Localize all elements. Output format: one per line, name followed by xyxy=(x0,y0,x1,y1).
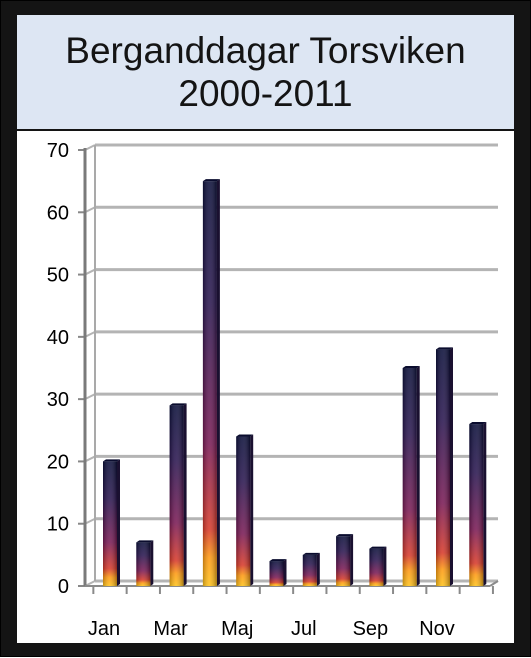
bar xyxy=(336,534,354,586)
gridline-depth xyxy=(84,144,96,151)
bar-top xyxy=(269,559,287,562)
bar xyxy=(302,552,320,586)
x-tick-label: Mar xyxy=(153,618,188,640)
bar-shade xyxy=(169,405,184,586)
bar-side xyxy=(483,422,487,586)
bar-side xyxy=(150,540,154,586)
x-tick-label: Maj xyxy=(221,618,253,640)
bar-shade xyxy=(136,542,151,586)
plot-area xyxy=(17,131,514,643)
bar-side xyxy=(416,366,420,586)
y-tick-label: 20 xyxy=(47,451,69,473)
bar xyxy=(202,179,220,586)
gridline-depth xyxy=(84,455,96,463)
gridline-depth xyxy=(84,206,96,214)
y-tick-label: 50 xyxy=(47,265,69,287)
bar xyxy=(169,403,187,586)
bar-top xyxy=(369,546,387,549)
chart-title-line-1: Berganddagar Torsviken xyxy=(65,30,466,71)
bar-side xyxy=(250,434,254,586)
gridline-depth xyxy=(84,268,96,276)
bar-top xyxy=(136,540,154,543)
bar-side xyxy=(117,459,120,586)
bar xyxy=(469,422,487,586)
gridline-depth xyxy=(84,517,96,525)
bar xyxy=(236,434,254,586)
bar-side xyxy=(350,534,354,586)
bar-top xyxy=(336,534,354,537)
bar-top xyxy=(402,366,420,368)
bar-shade xyxy=(236,436,251,586)
bar xyxy=(436,347,453,586)
y-tick-label: 60 xyxy=(47,202,69,224)
bar-top xyxy=(436,347,453,350)
x-axis-depth xyxy=(489,580,499,587)
bar-shade xyxy=(202,181,217,586)
x-tick-label: Jul xyxy=(291,618,317,640)
bar-shade xyxy=(103,461,117,586)
bar-shade xyxy=(336,536,351,586)
bar-shade xyxy=(369,548,384,586)
bar-side xyxy=(183,403,187,586)
bar-shade xyxy=(302,554,317,586)
x-tick-label: Jan xyxy=(88,618,120,640)
x-tick-label: Sep xyxy=(353,618,389,640)
bar-side xyxy=(216,179,220,586)
y-tick-label: 70 xyxy=(47,140,69,162)
gridline-depth xyxy=(84,393,96,401)
bar-top xyxy=(302,552,320,555)
chart-title: Berganddagar Torsviken 2000-2011 xyxy=(17,15,514,129)
bar-side xyxy=(283,559,287,586)
bar xyxy=(136,540,154,586)
bar-side xyxy=(450,347,453,586)
bar-top xyxy=(103,459,120,462)
bar-side xyxy=(383,546,387,586)
gridline-depth xyxy=(84,330,96,338)
bar xyxy=(103,459,120,586)
bar-shade xyxy=(469,424,484,586)
x-tick-label: Nov xyxy=(419,618,455,640)
y-tick-label: 40 xyxy=(47,327,69,349)
bar-side xyxy=(316,552,320,586)
y-tick-label: 10 xyxy=(47,514,69,536)
bar-shade xyxy=(402,368,417,586)
bar-shade xyxy=(269,561,284,586)
bar-shade xyxy=(436,349,450,586)
bar xyxy=(402,366,420,586)
bar-top xyxy=(236,434,254,437)
y-tick-label: 30 xyxy=(47,389,69,411)
y-tick-label: 0 xyxy=(58,576,69,598)
bar-top xyxy=(202,179,220,182)
chart-title-line-2: 2000-2011 xyxy=(178,73,353,114)
bar xyxy=(269,559,287,586)
bar-top xyxy=(169,403,187,406)
bar-top xyxy=(469,422,487,425)
bar xyxy=(369,546,387,586)
